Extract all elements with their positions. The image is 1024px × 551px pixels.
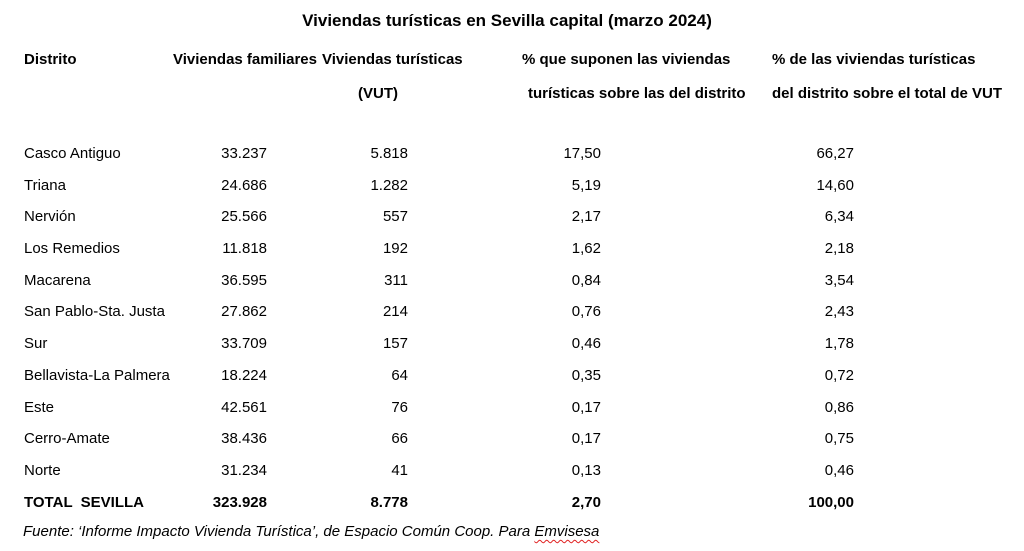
familiares-cell: 38.436 — [221, 430, 267, 448]
pct-total-cell: 0,75 — [824, 430, 854, 448]
vut-cell: 1.282 — [370, 176, 408, 194]
district-cell: TOTAL SEVILLA — [24, 493, 145, 511]
column-header-distrito: Distrito — [24, 51, 77, 68]
district-cell: Macarena — [24, 271, 91, 289]
pct-distrito-cell: 2,17 — [571, 208, 601, 226]
vut-cell: 214 — [382, 303, 408, 321]
pct-distrito-cell: 17,50 — [563, 145, 601, 162]
pct-total-cell: 1,78 — [824, 335, 854, 353]
pct-total-cell: 6,34 — [824, 208, 854, 226]
familiares-cell: 31.234 — [221, 461, 267, 479]
vut-cell: 5.818 — [370, 145, 408, 162]
table-row: San Pablo-Sta. Justa 27.862 214 0,76 2,4… — [24, 296, 854, 328]
familiares-cell: 11.818 — [222, 240, 267, 258]
pct-total-cell: 0,46 — [824, 461, 854, 479]
pct-distrito-cell: 2,70 — [571, 493, 601, 511]
vut-cell: 76 — [391, 398, 408, 416]
familiares-cell: 25.566 — [221, 208, 267, 226]
pct-distrito-cell: 0,35 — [571, 366, 601, 384]
pct-total-cell: 0,72 — [824, 366, 854, 384]
table-row: Este 42.561 76 0,17 0,86 — [24, 392, 854, 424]
vut-cell: 8.778 — [370, 493, 408, 511]
source-text: Fuente: ‘Informe Impacto Vivienda Turíst… — [23, 523, 535, 540]
district-cell: Cerro-Amate — [24, 430, 110, 448]
pct-total-cell: 2,43 — [824, 303, 854, 321]
column-header-pct-total-line1: % de las viviendas turísticas — [772, 51, 976, 68]
pct-distrito-cell: 5,19 — [571, 176, 601, 194]
familiares-cell: 33.709 — [221, 335, 267, 353]
table-row: Nervión 25.566 557 2,17 6,34 — [24, 201, 854, 233]
pct-distrito-cell: 1,62 — [571, 240, 601, 258]
vut-cell: 157 — [382, 335, 408, 353]
pct-distrito-cell: 0,46 — [571, 335, 601, 353]
column-header-vut: (VUT) — [358, 85, 398, 102]
column-header-pct-distrito-line1: % que suponen las viviendas — [522, 51, 731, 68]
column-header-viviendas-familiares: Viviendas familiares — [173, 51, 317, 68]
table-row: Bellavista-La Palmera 18.224 64 0,35 0,7… — [24, 360, 854, 392]
district-cell: Nervión — [24, 208, 76, 226]
familiares-cell: 24.686 — [221, 176, 267, 194]
column-header-pct-total-line2: del distrito sobre el total de VUT — [772, 85, 1003, 102]
table-total-row: TOTAL SEVILLA 323.928 8.778 2,70 100,00 — [24, 487, 854, 519]
vut-cell: 192 — [382, 240, 408, 258]
table-row: Casco Antiguo 33.237 5.818 17,50 66,27 — [24, 138, 854, 170]
pct-distrito-cell: 0,13 — [571, 461, 601, 479]
district-cell: Los Remedios — [24, 240, 120, 258]
pct-total-cell: 2,18 — [824, 240, 854, 258]
source-highlighted-word: Emvisesa — [534, 523, 600, 540]
table-row: Norte 31.234 41 0,13 0,46 — [24, 455, 854, 487]
table-body: Casco Antiguo 33.237 5.818 17,50 66,27 T… — [24, 138, 854, 518]
familiares-cell: 33.237 — [221, 145, 267, 162]
column-header-viviendas-turisticas: Viviendas turísticas — [322, 51, 463, 68]
district-cell: Sur — [24, 335, 48, 353]
district-cell: Casco Antiguo — [24, 145, 121, 162]
vut-cell: 66 — [391, 430, 408, 448]
pct-total-cell: 100,00 — [808, 493, 854, 511]
table-row: Macarena 36.595 311 0,84 3,54 — [24, 265, 854, 297]
pct-distrito-cell: 0,17 — [571, 430, 601, 448]
familiares-cell: 18.224 — [221, 366, 267, 384]
familiares-cell: 323.928 — [212, 493, 267, 511]
pct-total-cell: 0,86 — [824, 398, 854, 416]
source-note: Fuente: ‘Informe Impacto Vivienda Turíst… — [23, 522, 599, 542]
district-cell: Norte — [24, 461, 61, 479]
vut-cell: 311 — [384, 271, 408, 289]
familiares-cell: 36.595 — [221, 271, 267, 289]
district-cell: Triana — [24, 176, 66, 194]
pct-total-cell: 66,27 — [816, 145, 854, 162]
page-title: Viviendas turísticas en Sevilla capital … — [302, 11, 712, 30]
pct-distrito-cell: 0,76 — [571, 303, 601, 321]
table-row: Sur 33.709 157 0,46 1,78 — [24, 328, 854, 360]
vut-cell: 557 — [382, 208, 408, 226]
table-row: Triana 24.686 1.282 5,19 14,60 — [24, 170, 854, 202]
table-row: Los Remedios 11.818 192 1,62 2,18 — [24, 233, 854, 265]
familiares-cell: 42.561 — [221, 398, 267, 416]
district-cell: San Pablo-Sta. Justa — [24, 303, 165, 321]
table-row: Cerro-Amate 38.436 66 0,17 0,75 — [24, 423, 854, 455]
pct-distrito-cell: 0,17 — [571, 398, 601, 416]
pct-distrito-cell: 0,84 — [571, 271, 601, 289]
vut-cell: 64 — [391, 366, 408, 384]
vut-cell: 41 — [391, 461, 408, 479]
column-header-pct-distrito-line2: turísticas sobre las del distrito — [528, 85, 746, 102]
pct-total-cell: 3,54 — [824, 271, 854, 289]
familiares-cell: 27.862 — [221, 303, 267, 321]
district-cell: Bellavista-La Palmera — [24, 366, 170, 384]
district-cell: Este — [24, 398, 55, 416]
pct-total-cell: 14,60 — [816, 176, 854, 194]
